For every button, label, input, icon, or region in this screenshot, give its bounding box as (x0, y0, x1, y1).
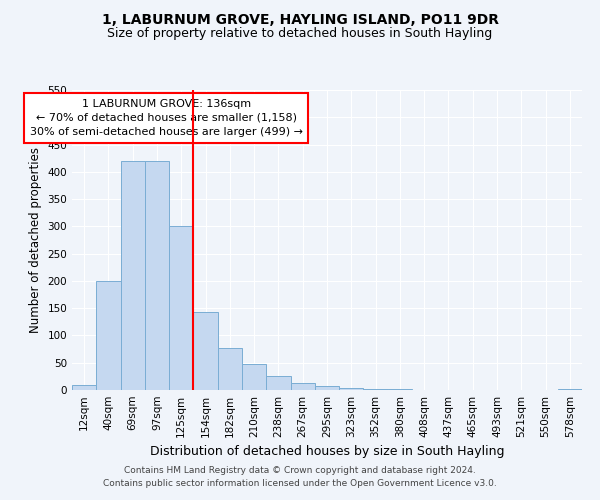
Y-axis label: Number of detached properties: Number of detached properties (29, 147, 42, 333)
Text: Contains HM Land Registry data © Crown copyright and database right 2024.
Contai: Contains HM Land Registry data © Crown c… (103, 466, 497, 487)
X-axis label: Distribution of detached houses by size in South Hayling: Distribution of detached houses by size … (150, 446, 504, 458)
Bar (290, 384, 315, 390)
Bar (145, 161, 169, 390)
Bar (72, 384, 96, 390)
Text: Size of property relative to detached houses in South Hayling: Size of property relative to detached ho… (107, 28, 493, 40)
Bar (121, 161, 145, 390)
Bar (339, 388, 364, 390)
Text: 1 LABURNUM GROVE: 136sqm
← 70% of detached houses are smaller (1,158)
30% of sem: 1 LABURNUM GROVE: 136sqm ← 70% of detach… (30, 99, 303, 137)
Text: 1, LABURNUM GROVE, HAYLING ISLAND, PO11 9DR: 1, LABURNUM GROVE, HAYLING ISLAND, PO11 … (101, 12, 499, 26)
Bar (266, 376, 290, 390)
Bar (315, 386, 339, 390)
Bar (218, 348, 242, 390)
Bar (242, 364, 266, 390)
Bar (193, 312, 218, 390)
Bar (169, 226, 193, 390)
Bar (364, 389, 388, 390)
Bar (96, 281, 121, 390)
Bar (558, 389, 582, 390)
